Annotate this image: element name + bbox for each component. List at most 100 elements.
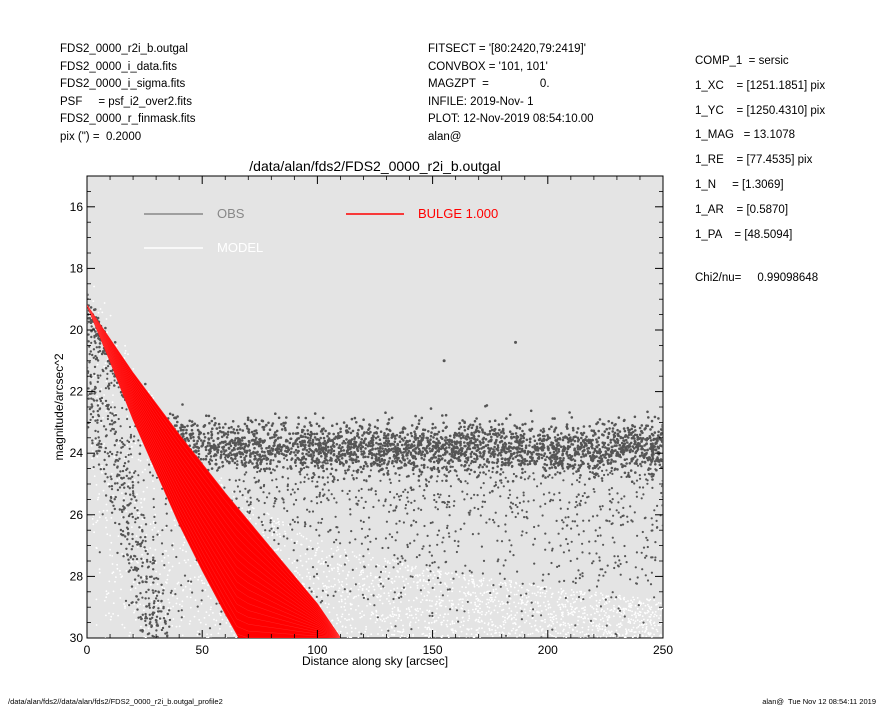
obs-point bbox=[468, 464, 471, 467]
model-point bbox=[271, 534, 274, 537]
obs-point bbox=[463, 425, 466, 429]
obs-point bbox=[417, 479, 421, 482]
model-point bbox=[363, 614, 365, 617]
model-point bbox=[616, 611, 618, 614]
obs-point bbox=[342, 449, 346, 452]
obs-point bbox=[341, 489, 344, 492]
obs-point bbox=[520, 447, 524, 451]
model-point bbox=[136, 605, 139, 607]
obs-point bbox=[361, 593, 364, 596]
model-point bbox=[534, 624, 537, 627]
model-point bbox=[127, 353, 129, 355]
model-point bbox=[428, 609, 431, 612]
model-point bbox=[640, 619, 643, 622]
obs-point bbox=[561, 452, 565, 456]
model-point bbox=[612, 610, 615, 613]
model-point bbox=[366, 639, 368, 641]
obs-point bbox=[548, 473, 551, 477]
obs-point bbox=[564, 516, 567, 519]
model-point bbox=[407, 634, 410, 637]
model-point bbox=[479, 612, 481, 614]
model-point bbox=[383, 618, 385, 620]
obs-point bbox=[332, 441, 335, 445]
obs-point bbox=[131, 545, 134, 548]
obs-point bbox=[453, 436, 456, 439]
model-point bbox=[478, 603, 481, 606]
model-point bbox=[570, 623, 573, 626]
obs-point bbox=[366, 598, 370, 601]
obs-point bbox=[228, 478, 231, 481]
obs-point bbox=[423, 497, 426, 500]
obs-point bbox=[558, 491, 561, 494]
model-point bbox=[587, 628, 590, 631]
model-point bbox=[633, 598, 635, 601]
model-point bbox=[99, 308, 102, 310]
obs-point bbox=[605, 427, 608, 431]
obs-point bbox=[406, 433, 410, 436]
model-point bbox=[447, 590, 450, 593]
model-point bbox=[504, 621, 507, 624]
model-point bbox=[525, 603, 528, 606]
obs-point bbox=[616, 492, 619, 495]
model-point bbox=[189, 588, 192, 590]
model-point bbox=[623, 607, 625, 610]
obs-point bbox=[423, 524, 426, 528]
obs-point bbox=[402, 490, 405, 493]
model-point bbox=[419, 574, 421, 577]
model-point bbox=[418, 639, 420, 641]
model-point bbox=[391, 610, 394, 613]
model-point bbox=[375, 609, 378, 612]
model-point bbox=[219, 628, 221, 630]
model-point bbox=[352, 577, 355, 579]
obs-point bbox=[602, 543, 605, 546]
model-point bbox=[539, 595, 542, 597]
obs-point bbox=[262, 457, 266, 460]
obs-point bbox=[273, 539, 276, 542]
model-point bbox=[549, 616, 552, 619]
obs-point bbox=[457, 544, 460, 548]
obs-point bbox=[429, 407, 433, 410]
model-point bbox=[509, 597, 511, 600]
model-point bbox=[502, 615, 504, 618]
model-point bbox=[597, 611, 599, 613]
obs-point bbox=[297, 422, 300, 426]
model-point bbox=[363, 577, 366, 580]
model-point bbox=[130, 560, 133, 563]
obs-point bbox=[521, 467, 524, 471]
model-point bbox=[384, 560, 387, 563]
model-point bbox=[301, 577, 304, 579]
model-point bbox=[642, 640, 644, 642]
obs-point bbox=[473, 506, 476, 509]
obs-point bbox=[571, 438, 574, 441]
model-point bbox=[412, 599, 415, 602]
obs-point bbox=[485, 465, 489, 468]
model-point bbox=[452, 643, 454, 645]
obs-point bbox=[393, 496, 396, 499]
obs-point bbox=[521, 429, 524, 433]
model-point bbox=[567, 631, 570, 634]
obs-point bbox=[643, 449, 647, 452]
model-point bbox=[456, 640, 458, 642]
obs-point bbox=[644, 574, 647, 577]
obs-point bbox=[624, 438, 628, 442]
obs-point bbox=[240, 461, 244, 464]
obs-point bbox=[369, 444, 372, 448]
obs-point bbox=[382, 585, 385, 588]
obs-point bbox=[397, 562, 400, 565]
obs-point bbox=[89, 306, 93, 309]
obs-point bbox=[508, 489, 511, 492]
model-point bbox=[518, 584, 521, 587]
obs-point bbox=[586, 447, 589, 450]
obs-point bbox=[410, 434, 414, 438]
model-point bbox=[104, 362, 107, 365]
model-point bbox=[113, 456, 116, 458]
plot-area bbox=[86, 175, 664, 639]
obs-point bbox=[312, 475, 315, 479]
model-point bbox=[632, 596, 634, 599]
model-point bbox=[649, 640, 651, 642]
model-point bbox=[103, 365, 106, 368]
obs-point bbox=[304, 457, 308, 461]
model-point bbox=[547, 639, 549, 641]
model-point bbox=[143, 628, 146, 631]
obs-point bbox=[306, 548, 309, 551]
